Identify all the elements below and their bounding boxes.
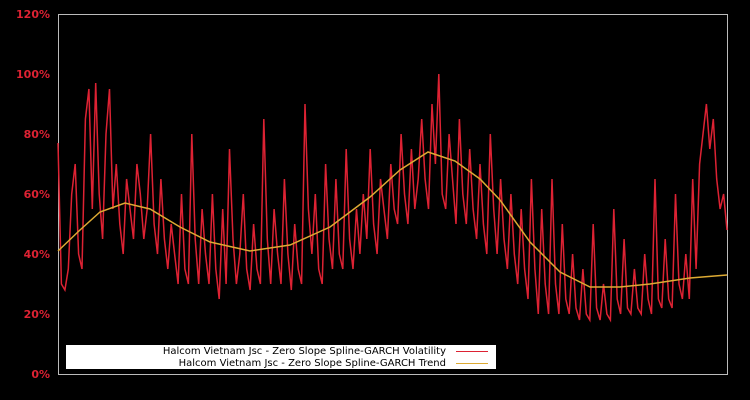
legend-swatch-red [456, 350, 488, 352]
chart-legend: Halcom Vietnam Jsc - Zero Slope Spline-G… [66, 345, 496, 369]
legend-item-volatility: Halcom Vietnam Jsc - Zero Slope Spline-G… [163, 345, 488, 357]
trend-series-line [57, 151, 728, 288]
y-tick-label: 100% [16, 68, 50, 81]
legend-swatch-gold [456, 362, 488, 364]
y-tick-label: 0% [31, 368, 50, 381]
legend-label: Halcom Vietnam Jsc - Zero Slope Spline-G… [178, 357, 446, 369]
y-tick-label: 40% [23, 248, 50, 261]
y-tick-label: 80% [23, 128, 50, 141]
y-tick-label: 20% [23, 308, 50, 321]
y-tick-label: 60% [23, 188, 50, 201]
volatility-series-line [57, 73, 728, 323]
legend-label: Halcom Vietnam Jsc - Zero Slope Spline-G… [162, 345, 446, 357]
legend-item-trend: Halcom Vietnam Jsc - Zero Slope Spline-G… [179, 357, 488, 369]
y-tick-label: 120% [16, 8, 50, 21]
